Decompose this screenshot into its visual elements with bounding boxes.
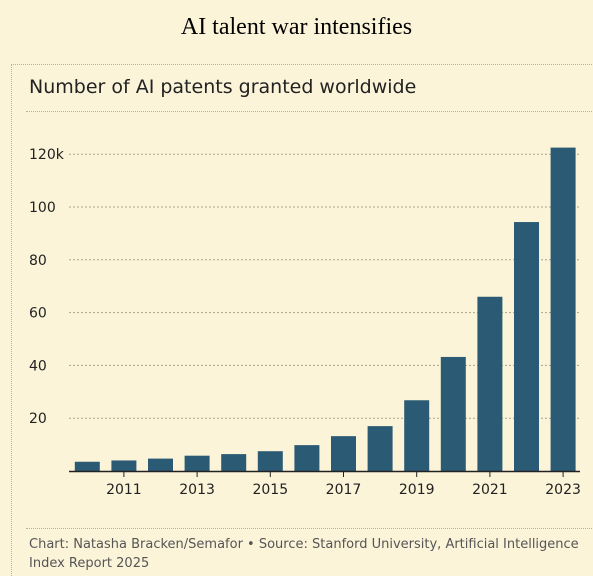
bar-2021 bbox=[477, 296, 503, 471]
x-tick-label: 2021 bbox=[472, 482, 508, 498]
y-tick-label: 80 bbox=[29, 253, 47, 269]
x-tick-label: 2013 bbox=[179, 482, 215, 498]
headline: AI talent war intensifies bbox=[180, 14, 413, 40]
x-tick-label: 2015 bbox=[252, 482, 288, 498]
y-tick-label: 60 bbox=[29, 306, 47, 322]
x-tick-label: 2017 bbox=[326, 482, 362, 498]
bar-2014 bbox=[221, 454, 247, 471]
bar-2019 bbox=[404, 400, 430, 471]
x-tick-label: 2019 bbox=[399, 482, 435, 498]
y-tick-label: 40 bbox=[29, 358, 47, 374]
bar-2015 bbox=[257, 451, 283, 471]
bar-2017 bbox=[331, 436, 356, 471]
bar-2022 bbox=[514, 222, 539, 471]
bar-2010 bbox=[74, 461, 100, 471]
bar-2023 bbox=[550, 147, 576, 471]
bar-2011 bbox=[111, 460, 137, 471]
bar-2016 bbox=[294, 445, 320, 471]
chart-title: Number of AI patents granted worldwide bbox=[29, 76, 417, 98]
y-tick-label: 100 bbox=[29, 200, 56, 216]
y-tick-label: 20 bbox=[29, 411, 47, 427]
bar-2013 bbox=[184, 455, 210, 471]
x-tick-label: 2011 bbox=[106, 482, 142, 498]
source-note: Chart: Natasha Bracken/Semafor • Source:… bbox=[29, 537, 579, 571]
footer-divider bbox=[26, 528, 592, 529]
bar-2018 bbox=[367, 426, 393, 471]
y-tick-label: 120k bbox=[29, 147, 65, 163]
x-tick-label: 2023 bbox=[545, 482, 581, 498]
bar-2012 bbox=[148, 458, 173, 471]
title-divider bbox=[26, 111, 592, 112]
bar-2020 bbox=[440, 356, 466, 471]
